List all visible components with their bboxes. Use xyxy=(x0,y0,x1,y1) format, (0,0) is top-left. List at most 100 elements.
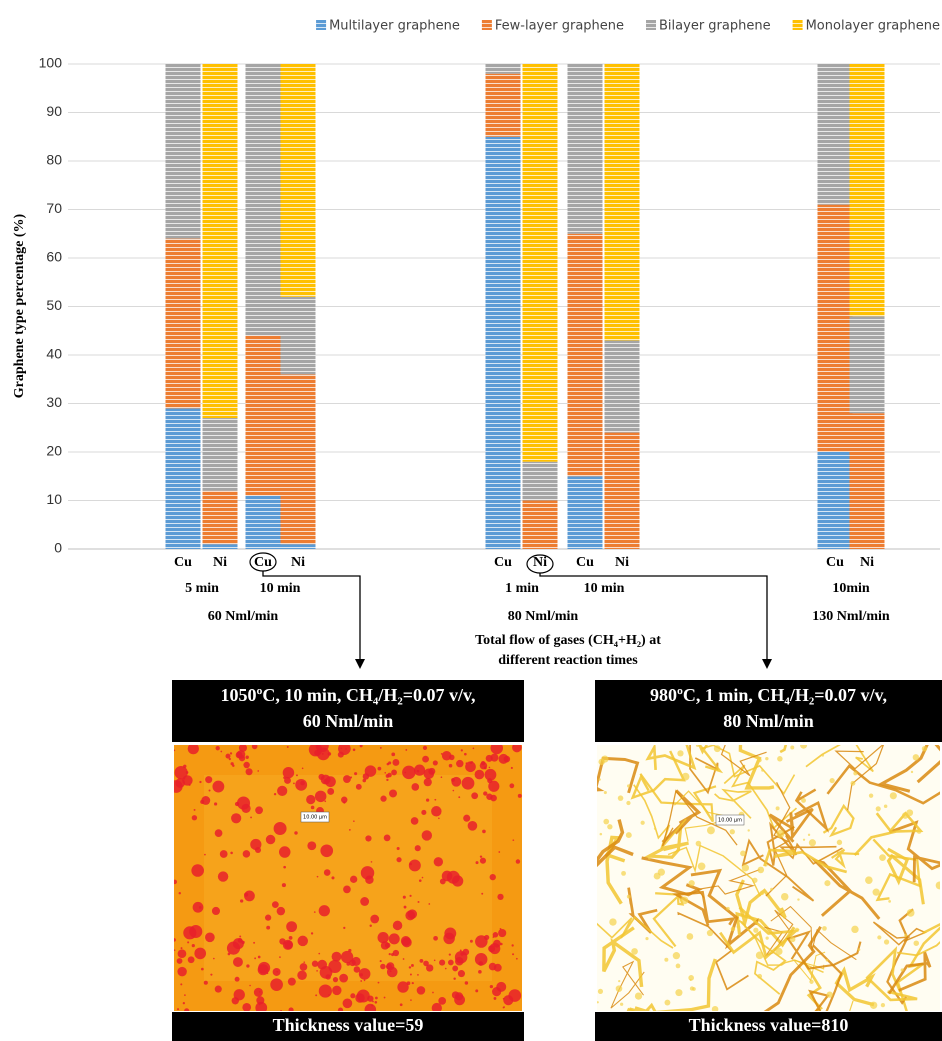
grain-spot xyxy=(777,756,783,762)
spot xyxy=(253,941,256,944)
spot xyxy=(204,853,206,856)
grain-spot xyxy=(880,1002,886,1008)
grain-spot xyxy=(607,824,613,830)
spot xyxy=(244,890,255,902)
spot xyxy=(474,953,488,966)
spot xyxy=(440,776,443,779)
spot xyxy=(286,921,298,933)
bar-segment xyxy=(849,413,885,549)
spot xyxy=(176,958,183,964)
grain-boundary xyxy=(802,960,823,1011)
spot xyxy=(360,897,370,906)
spot xyxy=(372,1000,374,1003)
grain-spot xyxy=(672,951,681,960)
grain-spot xyxy=(713,745,721,753)
spot xyxy=(251,745,258,750)
grain-boundary xyxy=(766,821,798,866)
spot xyxy=(239,899,244,903)
spot xyxy=(498,928,507,938)
spot xyxy=(180,947,183,950)
spot xyxy=(236,796,251,810)
bar-segment xyxy=(245,495,281,549)
grain-spot xyxy=(906,909,915,917)
spot xyxy=(331,951,342,962)
bar-segment xyxy=(604,340,640,433)
bar-segment xyxy=(202,64,238,419)
spot xyxy=(325,974,331,980)
arrow-head xyxy=(762,659,772,669)
grain-spot xyxy=(617,795,624,801)
spot xyxy=(481,892,484,895)
spot xyxy=(332,977,339,983)
spot xyxy=(493,997,497,1000)
spot xyxy=(276,906,286,916)
grain-boundary xyxy=(661,789,738,847)
micrograph xyxy=(174,745,522,1011)
spot xyxy=(517,793,522,798)
spot xyxy=(348,828,351,831)
bar-segment xyxy=(522,64,558,462)
spot xyxy=(229,752,233,755)
scale-box xyxy=(715,814,745,826)
grain-spot xyxy=(737,932,741,936)
spot xyxy=(388,933,400,945)
grain-spot xyxy=(640,820,645,825)
y-axis-title: Graphene type percentage (%) xyxy=(12,213,27,398)
y-tick-label: 40 xyxy=(46,346,62,362)
spot xyxy=(340,950,354,964)
scale-label: 10.00 µm xyxy=(303,815,327,821)
grain-boundary xyxy=(720,745,767,777)
spot xyxy=(387,772,392,778)
grain-spot xyxy=(697,862,706,871)
grain-spot xyxy=(729,829,735,835)
spot xyxy=(307,841,317,851)
spot xyxy=(243,761,250,769)
x-tick-label: Cu xyxy=(494,555,512,570)
y-tick-label: 90 xyxy=(46,103,62,119)
spot xyxy=(318,984,332,998)
x-tick-label: Ni xyxy=(291,555,305,570)
spot xyxy=(374,1000,378,1004)
bar-segment xyxy=(485,64,521,74)
spot xyxy=(287,977,296,986)
grain-boundary xyxy=(671,890,736,927)
spot xyxy=(313,911,316,913)
spot xyxy=(200,799,205,804)
spot xyxy=(431,806,442,817)
spot xyxy=(177,949,187,959)
spot xyxy=(354,772,358,776)
grain-spot xyxy=(711,1005,719,1011)
time-label: 10 min xyxy=(584,581,625,596)
bar-segment xyxy=(567,476,603,549)
spot xyxy=(380,795,387,802)
grain-boundary xyxy=(698,745,724,774)
grain-boundary xyxy=(786,930,862,970)
grain-boundary xyxy=(768,807,814,843)
panel-footer xyxy=(172,1012,524,1041)
spot xyxy=(280,1010,282,1011)
bar-segment xyxy=(604,432,640,549)
spot xyxy=(367,995,374,1002)
grain-spot xyxy=(869,1001,878,1009)
spot xyxy=(343,801,346,804)
spot xyxy=(306,794,316,805)
micrograph xyxy=(597,745,940,1011)
bar-segment xyxy=(202,544,238,549)
spot xyxy=(391,752,396,757)
bar-segment xyxy=(485,73,521,137)
spot xyxy=(177,966,187,977)
spot xyxy=(199,780,202,784)
grain-boundary xyxy=(834,966,876,1007)
spot xyxy=(369,924,372,927)
grain-spot xyxy=(597,988,604,994)
spot xyxy=(490,794,497,802)
spot xyxy=(391,769,397,776)
spot xyxy=(459,949,462,952)
spot xyxy=(283,776,286,779)
spot xyxy=(458,796,461,799)
spot xyxy=(214,985,222,993)
spot xyxy=(433,959,436,962)
panel-header-text: 80 Nml/min xyxy=(723,711,814,731)
spot xyxy=(174,879,177,885)
spot xyxy=(370,861,373,863)
